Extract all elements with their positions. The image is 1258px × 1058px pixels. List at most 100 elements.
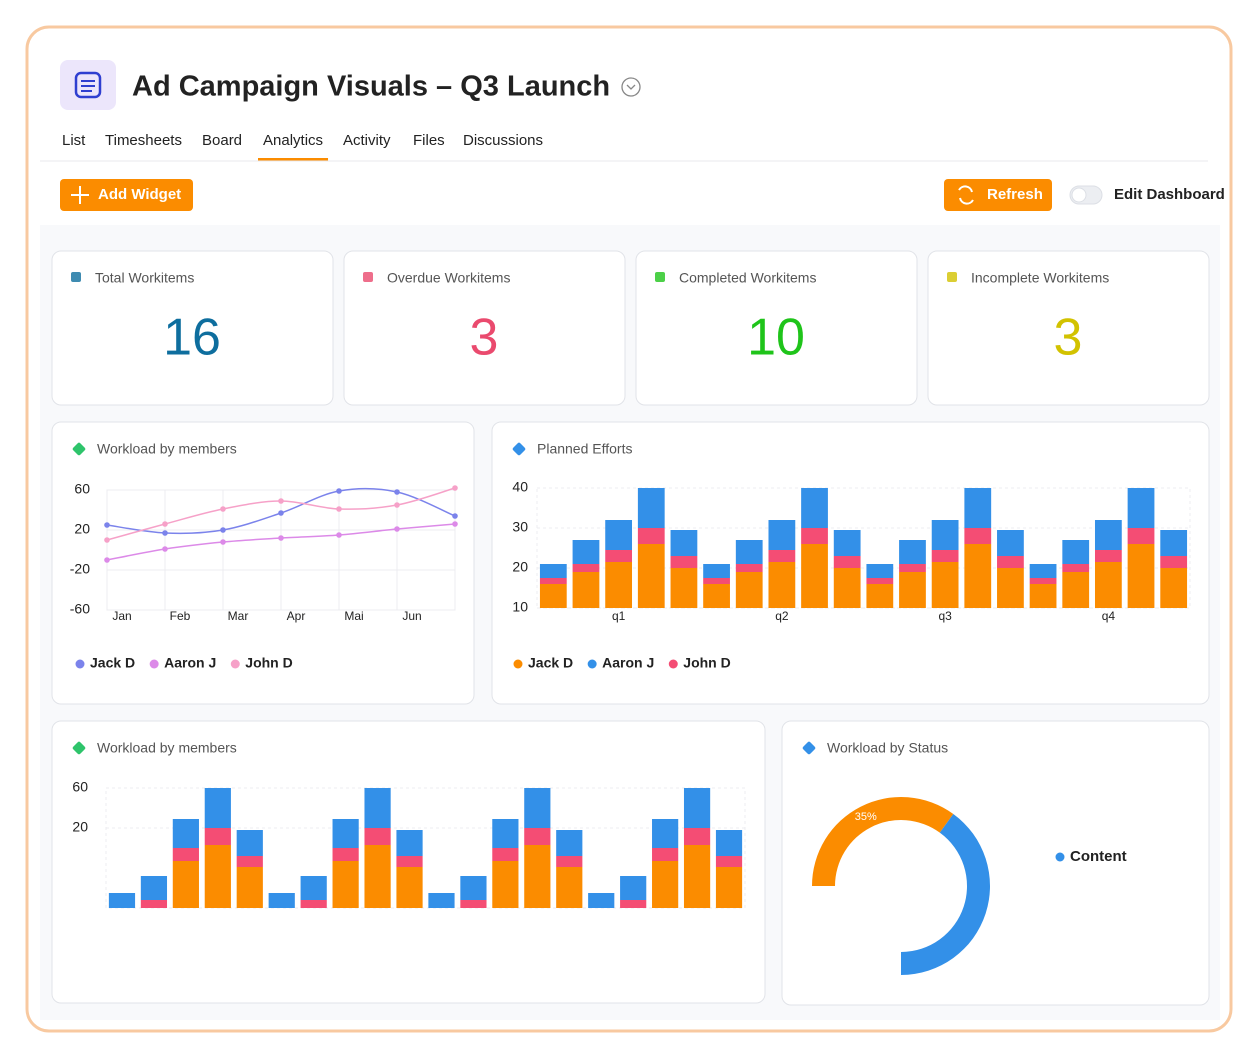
chart-panel: Workload by members 60 20 -20 -60 Jan Feb Mar Ap…	[51, 421, 475, 705]
tab[interactable]: Files	[413, 132, 445, 149]
stat-icon	[363, 272, 373, 282]
active-tab-indicator	[258, 158, 329, 161]
bar-segment	[964, 488, 992, 528]
legend-swatch	[587, 659, 597, 669]
x-tick-label: Apr	[287, 609, 306, 623]
y-tick-label: 20	[74, 521, 90, 537]
bar-segment	[931, 520, 959, 550]
bar-segment	[931, 550, 959, 562]
data-point	[162, 530, 168, 536]
donut-slice	[901, 813, 991, 975]
stat-label: Total Workitems	[95, 270, 194, 286]
data-point	[278, 535, 284, 541]
tab[interactable]: Activity	[343, 132, 391, 149]
icon-glyph	[74, 71, 102, 99]
bar-segment	[605, 562, 633, 608]
panel-title: Workload by Status	[827, 740, 948, 756]
panel-card	[51, 421, 475, 705]
bar-segment	[768, 520, 796, 550]
bar-segment	[1127, 528, 1155, 544]
bar-segment	[652, 861, 679, 908]
plot-border	[105, 787, 746, 909]
bar-segment	[396, 830, 423, 856]
tab[interactable]: Timesheets	[105, 132, 182, 149]
stat-label: Overdue Workitems	[387, 270, 510, 286]
bar-segment	[833, 556, 861, 568]
bar-segment	[703, 584, 730, 608]
bar-segment	[866, 564, 894, 578]
y-tick-label: 10	[512, 599, 528, 615]
bar-segment	[637, 544, 665, 608]
refresh-button[interactable]: Refresh	[944, 179, 1052, 211]
bar-segment	[460, 876, 487, 900]
bar-segment	[1062, 572, 1090, 608]
data-point	[452, 485, 458, 491]
bar-segment	[801, 488, 828, 528]
button-label: Add Widget	[98, 186, 181, 203]
bar-segment	[364, 828, 391, 845]
stat-value: 10	[747, 309, 805, 367]
x-tick-label: Feb	[170, 609, 191, 623]
slice-label: 35%	[855, 811, 877, 823]
add-widget-button[interactable]: Add Widget	[60, 179, 193, 211]
stat-icon	[947, 272, 957, 282]
bar-segment	[539, 584, 567, 608]
bar-segment	[964, 528, 992, 544]
bar-segment	[1062, 540, 1090, 564]
bar-segment	[964, 544, 992, 608]
chart-panel: Workload by members 60 20	[51, 720, 766, 1004]
stat-label: Completed Workitems	[679, 270, 816, 286]
stat-cards: Total Workitems 16 Overdue Workitems 3 Compl…	[51, 250, 1210, 406]
data-point	[452, 513, 458, 519]
button-label: Refresh	[987, 186, 1043, 203]
panel-icon	[72, 442, 86, 456]
legend-label: John D	[683, 655, 730, 671]
y-tick-label: 20	[72, 819, 88, 835]
toggle-label: Edit Dashboard	[1114, 186, 1225, 203]
bar-segment	[556, 867, 583, 908]
tab[interactable]: Board	[202, 132, 242, 149]
x-tick-label: Jan	[112, 609, 131, 623]
data-point	[162, 546, 168, 552]
legend-swatch	[149, 659, 159, 669]
legend-swatch	[668, 659, 678, 669]
bar-segment	[364, 845, 391, 908]
bar-segment	[1160, 568, 1188, 608]
bar-segment	[1160, 530, 1188, 556]
stat-card	[51, 250, 334, 406]
y-tick-label: 30	[512, 519, 528, 535]
bar-segment	[572, 564, 600, 572]
bar-segment	[703, 578, 730, 584]
panel-title: Workload by members	[97, 740, 237, 756]
bar-segment	[637, 528, 665, 544]
bar-segment	[428, 893, 455, 908]
bar-segment	[652, 848, 679, 861]
x-tick-label: Jun	[402, 609, 421, 623]
bar-segment	[572, 540, 600, 564]
bar-segment	[396, 856, 423, 867]
data-point	[336, 532, 342, 538]
bar-segment	[652, 819, 679, 848]
tab-bar: List Timesheets Board Analytics Activity File…	[62, 132, 543, 161]
edit-dashboard-toggle[interactable]	[1069, 185, 1103, 205]
bar-segment	[300, 900, 327, 908]
bar-segment	[715, 830, 743, 856]
bar-segment	[1094, 520, 1122, 550]
tab[interactable]: Analytics	[263, 132, 323, 149]
bar-segment	[1094, 550, 1122, 562]
bar-segment	[332, 819, 359, 848]
bar-segment	[556, 856, 583, 867]
stat-card	[635, 250, 918, 406]
chart-panel: Workload by Status 35% Content	[781, 720, 1210, 1006]
bar-segment	[703, 564, 730, 578]
bar-segment	[683, 788, 711, 828]
y-tick-label: 20	[512, 559, 528, 575]
title-dropdown[interactable]	[621, 77, 641, 97]
bar-segment	[1029, 564, 1057, 578]
tab[interactable]: Discussions	[463, 132, 543, 149]
bar-segment	[236, 830, 263, 856]
tab[interactable]: List	[62, 132, 86, 149]
bar-segment	[396, 867, 423, 908]
legend-label: Jack D	[528, 655, 573, 671]
